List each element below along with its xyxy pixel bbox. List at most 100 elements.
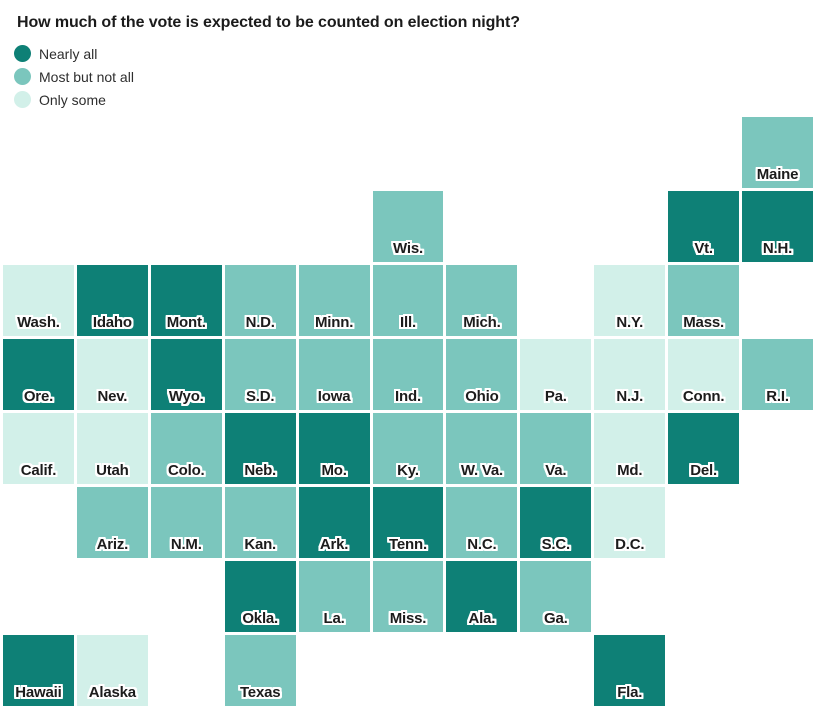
state-label: Md. — [617, 462, 643, 479]
state-label: D.C. — [615, 536, 645, 553]
state-label: Pa. — [544, 388, 567, 405]
state-tile-d-c: D.C. — [594, 487, 666, 558]
state-tile-minn: Minn. — [298, 265, 370, 336]
state-tile-ark: Ark. — [298, 487, 370, 558]
state-tile-ind: Ind. — [372, 339, 444, 410]
state-label: Miss. — [389, 610, 427, 627]
state-label: Mont. — [166, 314, 206, 331]
state-tile-mo: Mo. — [298, 413, 370, 484]
legend-item-only-some: Only some — [14, 88, 817, 111]
state-tile-calif: Calif. — [3, 413, 74, 484]
legend-item-most-but-not-all: Most but not all — [14, 65, 817, 88]
state-label: Del. — [690, 462, 717, 479]
legend: Nearly all Most but not all Only some — [14, 42, 817, 111]
state-tile-conn: Conn. — [668, 339, 740, 410]
state-tile-ariz: Ariz. — [76, 487, 148, 558]
state-tile-s-d: S.D. — [224, 339, 296, 410]
state-label: S.C. — [541, 536, 571, 553]
state-tile-maine: Maine — [742, 117, 813, 188]
legend-swatch-icon — [14, 45, 31, 62]
state-tile-idaho: Idaho — [76, 265, 148, 336]
state-label: N.J. — [616, 388, 644, 405]
state-label: La. — [323, 610, 345, 627]
state-tile-pa: Pa. — [520, 339, 592, 410]
state-label: Maine — [756, 166, 799, 183]
state-tile-vt: Vt. — [668, 191, 740, 262]
state-label: N.D. — [245, 314, 275, 331]
state-label: Utah — [96, 462, 129, 479]
state-label: Wyo. — [168, 388, 204, 405]
state-label: Nev. — [97, 388, 128, 405]
state-tile-alaska: Alaska — [76, 635, 148, 706]
state-label: Ala. — [468, 610, 496, 627]
legend-label: Most but not all — [39, 68, 134, 85]
state-tile-n-y: N.Y. — [594, 265, 666, 336]
state-label: R.I. — [766, 388, 789, 405]
state-tile-n-j: N.J. — [594, 339, 666, 410]
state-tile-colo: Colo. — [150, 413, 222, 484]
state-tile-texas: Texas — [224, 635, 296, 706]
legend-swatch-icon — [14, 91, 31, 108]
state-label: N.C. — [467, 536, 497, 553]
state-tile-ala: Ala. — [446, 561, 518, 632]
state-tile-okla: Okla. — [224, 561, 296, 632]
state-label: Idaho — [92, 314, 132, 331]
state-label: Wis. — [393, 240, 423, 257]
chart-title: How much of the vote is expected to be c… — [17, 14, 520, 31]
state-label: Ariz. — [96, 536, 129, 553]
state-label: Neb. — [244, 462, 277, 479]
state-label: Kan. — [244, 536, 277, 553]
state-tile-del: Del. — [668, 413, 740, 484]
state-tile-utah: Utah — [76, 413, 148, 484]
state-tile-mich: Mich. — [446, 265, 518, 336]
state-tile-la: La. — [298, 561, 370, 632]
state-label: W. Va. — [460, 462, 503, 479]
state-tile-miss: Miss. — [372, 561, 444, 632]
state-tile-hawaii: Hawaii — [3, 635, 74, 706]
state-label: Ky. — [397, 462, 419, 479]
state-tile-ill: Ill. — [372, 265, 444, 336]
state-label: Colo. — [168, 462, 205, 479]
state-label: Okla. — [242, 610, 279, 627]
state-tile-fla: Fla. — [594, 635, 666, 706]
state-label: Ore. — [23, 388, 54, 405]
state-tile-n-m: N.M. — [150, 487, 222, 558]
state-tile-ky: Ky. — [372, 413, 444, 484]
state-label: Fla. — [617, 684, 643, 701]
state-label: Tenn. — [389, 536, 427, 553]
us-tile-grid-map: Maine Wis. Vt. N.H. Wash. Idaho Mont. N.D. Minn.… — [3, 117, 813, 706]
state-tile-wash: Wash. — [3, 265, 74, 336]
state-label: Conn. — [682, 388, 725, 405]
state-tile-iowa: Iowa — [298, 339, 370, 410]
state-tile-mont: Mont. — [150, 265, 222, 336]
state-label: S.D. — [245, 388, 275, 405]
state-tile-ohio: Ohio — [446, 339, 518, 410]
legend-label: Nearly all — [39, 45, 98, 62]
state-tile-s-c: S.C. — [520, 487, 592, 558]
state-label: Hawaii — [15, 684, 62, 701]
state-tile-va: Va. — [520, 413, 592, 484]
state-tile-w-va: W. Va. — [446, 413, 518, 484]
state-label: Mass. — [683, 314, 724, 331]
state-tile-mass: Mass. — [668, 265, 740, 336]
legend-swatch-icon — [14, 68, 31, 85]
legend-label: Only some — [39, 91, 106, 108]
state-label: Minn. — [315, 314, 354, 331]
state-tile-tenn: Tenn. — [372, 487, 444, 558]
state-label: Mo. — [321, 462, 347, 479]
state-label: N.Y. — [616, 314, 644, 331]
state-label: Ohio — [465, 388, 499, 405]
state-label: Texas — [239, 684, 281, 701]
state-label: Ark. — [319, 536, 349, 553]
state-label: N.H. — [762, 240, 793, 257]
legend-item-nearly-all: Nearly all — [14, 42, 817, 65]
state-label: Ga. — [544, 610, 568, 627]
state-tile-ore: Ore. — [3, 339, 74, 410]
state-label: Ill. — [400, 314, 416, 331]
state-label: Mich. — [463, 314, 501, 331]
chart-container: How much of the vote is expected to be c… — [0, 13, 817, 721]
state-label: Alaska — [88, 684, 136, 701]
state-label: Iowa — [317, 388, 351, 405]
state-tile-neb: Neb. — [224, 413, 296, 484]
state-tile-wis: Wis. — [372, 191, 444, 262]
